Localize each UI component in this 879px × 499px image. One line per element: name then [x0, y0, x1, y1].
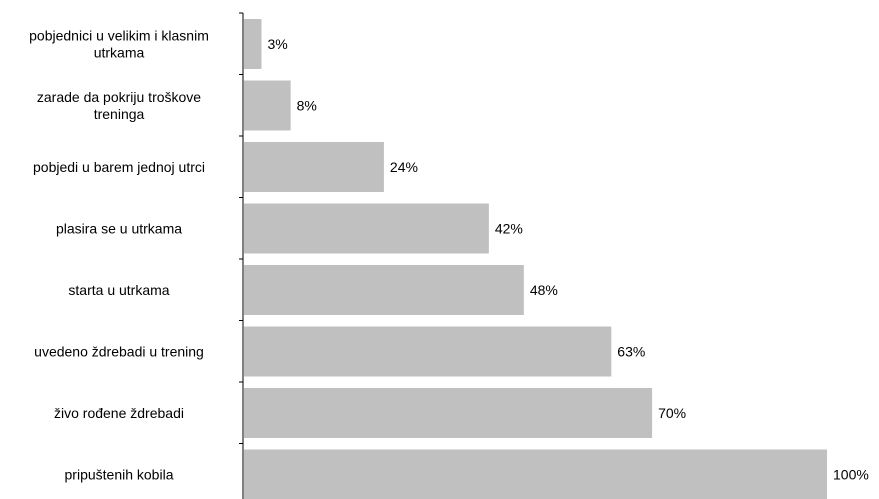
bar-0 — [244, 19, 262, 69]
category-label-5: uvedeno ždrebadi u trening — [34, 344, 204, 360]
category-label-7: pripuštenih kobila — [65, 467, 174, 483]
category-label-line: pripuštenih kobila — [65, 467, 174, 483]
category-label-line: treninga — [94, 106, 145, 122]
value-labels-layer: 3% 8% 24% 42% 48% 63% 70% 100% — [267, 36, 868, 483]
category-label-2: pobjedi u barem jednoj utrci — [33, 159, 205, 175]
category-label-3: plasira se u utrkama — [56, 221, 182, 237]
value-label-7: 100% — [833, 467, 869, 483]
category-label-6: živo rođene ždrebadi — [54, 405, 184, 421]
category-label-1: zarade da pokriju troškove treninga — [37, 89, 201, 122]
category-label-line: zarade da pokriju troškove — [37, 89, 201, 105]
value-label-2: 24% — [390, 159, 418, 175]
category-label-line: uvedeno ždrebadi u trening — [34, 344, 204, 360]
value-label-1: 8% — [297, 98, 317, 114]
bar-2 — [244, 142, 384, 192]
value-label-0: 3% — [267, 36, 287, 52]
bar-3 — [244, 203, 489, 254]
bar-1 — [244, 80, 291, 131]
category-label-line: pobjedi u barem jednoj utrci — [33, 159, 205, 175]
value-label-6: 70% — [658, 405, 686, 421]
category-label-line: živo rođene ždrebadi — [54, 405, 184, 421]
bar-5 — [244, 326, 612, 377]
category-label-line: plasira se u utrkama — [56, 221, 182, 237]
category-label-0: pobjednici u velikim i klasnim utrkama — [29, 28, 209, 61]
category-label-4: starta u utrkama — [68, 282, 169, 298]
category-label-line: utrkama — [94, 45, 145, 61]
bars-layer — [239, 12, 827, 499]
category-label-line: pobjednici u velikim i klasnim — [29, 28, 209, 44]
bar-6 — [244, 388, 653, 438]
category-label-line: starta u utrkama — [68, 282, 169, 298]
value-label-3: 42% — [495, 221, 523, 237]
value-label-5: 63% — [617, 344, 645, 360]
bar-4 — [244, 265, 524, 315]
bar-7 — [244, 449, 827, 499]
value-label-4: 48% — [530, 282, 558, 298]
category-labels-layer: pobjednici u velikim i klasnim utrkama zar… — [29, 28, 209, 483]
